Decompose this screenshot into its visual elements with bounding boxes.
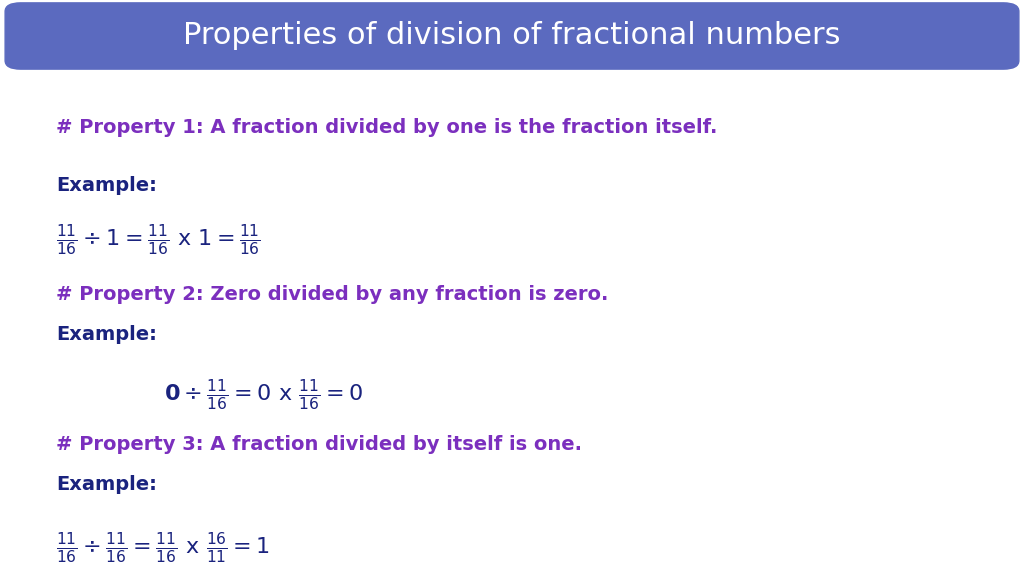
Text: # Property 2: Zero divided by any fraction is zero.: # Property 2: Zero divided by any fracti…	[56, 285, 608, 304]
Text: Example:: Example:	[56, 325, 158, 344]
Text: Example:: Example:	[56, 176, 158, 195]
Text: Properties of division of fractional numbers: Properties of division of fractional num…	[183, 21, 841, 51]
Text: # Property 1: A fraction divided by one is the fraction itself.: # Property 1: A fraction divided by one …	[56, 118, 718, 137]
Text: $\frac{11}{16} \div \frac{11}{16} = \frac{11}{16}\ \mathrm{x}\ \frac{16}{11} = 1: $\frac{11}{16} \div \frac{11}{16} = \fra…	[56, 530, 270, 565]
Text: Example:: Example:	[56, 475, 158, 494]
FancyBboxPatch shape	[5, 3, 1019, 69]
Text: $\mathbf{0} \div \frac{11}{16} = 0\ \mathrm{x}\ \frac{11}{16} = 0$: $\mathbf{0} \div \frac{11}{16} = 0\ \mat…	[164, 377, 362, 412]
Text: # Property 3: A fraction divided by itself is one.: # Property 3: A fraction divided by itse…	[56, 435, 583, 454]
Text: $\frac{11}{16} \div 1 = \frac{11}{16}\ \mathrm{x}\ 1 = \frac{11}{16}$: $\frac{11}{16} \div 1 = \frac{11}{16}\ \…	[56, 222, 261, 257]
